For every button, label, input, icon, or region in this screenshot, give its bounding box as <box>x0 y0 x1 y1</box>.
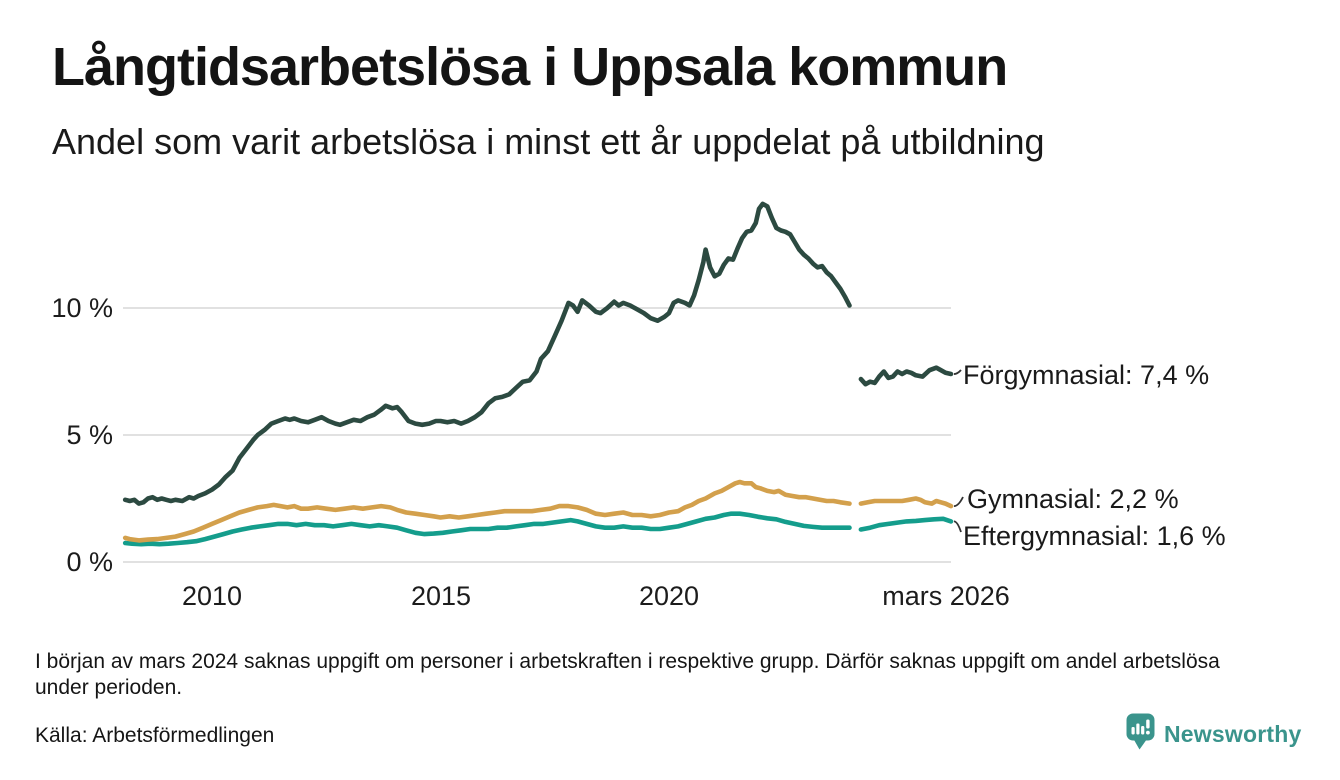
series-label-gymnasial: Gymnasial: 2,2 % <box>967 484 1179 514</box>
newsworthy-logo-text: Newsworthy <box>1164 720 1302 747</box>
y-axis-tick-5: 5 % <box>66 420 113 450</box>
page-title: Långtidsarbetslösa i Uppsala kommun <box>52 37 1008 97</box>
source-note: Källa: Arbetsförmedlingen <box>35 724 275 747</box>
page-subtitle: Andel som varit arbetslösa i minst ett å… <box>52 121 1045 162</box>
x-axis-tick-mars-2026: mars 2026 <box>882 581 1010 611</box>
x-axis-tick-2015: 2015 <box>410 581 472 611</box>
newsworthy-logo: Newsworthy <box>1126 713 1301 755</box>
y-axis-tick-10: 10 % <box>51 293 113 323</box>
series-label-eftergymnasial: Eftergymnasial: 1,6 % <box>963 521 1226 551</box>
y-axis-tick-0: 0 % <box>66 547 113 577</box>
x-axis-tick-2020: 2020 <box>638 581 700 611</box>
footnote: I början av mars 2024 saknas uppgift om … <box>35 650 1220 699</box>
series-label-forgymnasial: Förgymnasial: 7,4 % <box>963 360 1210 390</box>
x-axis-tick-2010: 2010 <box>181 581 243 611</box>
chart-bubble-icon <box>1126 713 1155 755</box>
